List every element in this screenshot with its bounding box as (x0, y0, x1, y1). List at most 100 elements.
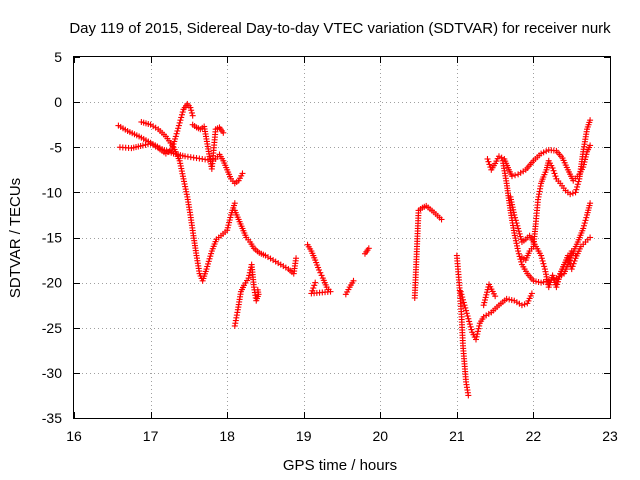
data-point (178, 114, 185, 121)
data-point (466, 318, 473, 325)
data-point (317, 269, 324, 276)
data-point (139, 142, 146, 149)
data-point (571, 257, 578, 264)
data-point (205, 258, 212, 265)
data-point (569, 263, 576, 270)
data-point (475, 325, 482, 332)
x-tick-label: 18 (219, 428, 235, 444)
data-point (473, 333, 480, 340)
data-point (498, 154, 505, 161)
data-point (515, 250, 522, 257)
data-point (316, 266, 323, 273)
data-point (220, 129, 227, 136)
data-point (515, 225, 522, 232)
data-point (530, 277, 537, 284)
data-point (480, 302, 487, 309)
data-point (208, 250, 215, 257)
data-point (486, 161, 493, 168)
y-tick-label: -25 (42, 320, 62, 336)
data-point (485, 158, 492, 165)
data-point (231, 200, 238, 207)
data-point (476, 322, 483, 329)
data-point (495, 153, 502, 160)
y-tick-label: -15 (42, 230, 62, 246)
data-point (350, 277, 357, 284)
x-tick-label: 23 (602, 428, 618, 444)
data-point (517, 233, 524, 240)
data-point (465, 315, 472, 322)
data-point (538, 252, 545, 259)
data-point (172, 133, 179, 140)
data-point (549, 165, 556, 172)
data-point (467, 323, 474, 330)
data-point (565, 255, 572, 262)
data-point (187, 104, 194, 111)
x-tick-label: 19 (296, 428, 312, 444)
y-tick-labels: 5 0 -5 -10 -15 -20 -25 -30 -35 (42, 49, 62, 426)
data-point (459, 294, 466, 301)
data-point (551, 170, 558, 177)
x-tick-label: 17 (143, 428, 159, 444)
data-point (518, 258, 525, 265)
data-point (540, 149, 547, 156)
data-point (574, 183, 581, 190)
data-point (204, 263, 211, 270)
data-point (465, 392, 472, 399)
data-point (528, 290, 535, 297)
data-point (506, 296, 513, 303)
data-point (481, 296, 488, 303)
data-point (540, 260, 547, 267)
data-point (582, 217, 589, 224)
data-point (581, 220, 588, 227)
data-point (552, 173, 559, 180)
plot-frame (73, 56, 611, 419)
data-point (553, 281, 560, 288)
data-point (587, 200, 594, 207)
data-point (464, 313, 471, 320)
x-tick-label: 22 (526, 428, 542, 444)
data-point (459, 296, 466, 303)
data-point (176, 119, 183, 126)
data-point (460, 299, 467, 306)
data-point (481, 299, 488, 306)
data-point (173, 130, 180, 137)
data-point (574, 181, 581, 188)
data-point (179, 109, 186, 116)
data-point (516, 230, 523, 237)
data-point (569, 190, 576, 197)
data-point (580, 222, 587, 229)
data-points (115, 100, 594, 399)
y-tick-label: -35 (42, 410, 62, 426)
data-point (224, 224, 231, 231)
data-point (503, 295, 510, 302)
data-point (541, 263, 548, 270)
data-point (587, 234, 594, 241)
data-point (189, 112, 196, 119)
data-point (225, 222, 232, 229)
y-tick-label: 5 (54, 49, 62, 65)
data-point (462, 304, 469, 311)
data-point (309, 287, 316, 294)
x-tick-label: 20 (372, 428, 388, 444)
data-point (568, 266, 575, 273)
data-point (312, 279, 319, 286)
data-point (483, 291, 490, 298)
x-tick-label: 16 (66, 428, 82, 444)
data-point (310, 285, 317, 292)
data-point (492, 293, 499, 300)
data-point (575, 178, 582, 185)
data-point (587, 142, 594, 149)
data-point (468, 326, 475, 333)
data-point (188, 107, 195, 114)
y-tick-label: -30 (42, 365, 62, 381)
data-point (206, 255, 213, 262)
data-point (246, 272, 253, 279)
data-point (484, 155, 491, 162)
x-tick-labels: 16 17 18 19 20 21 22 23 (66, 428, 618, 444)
data-point (508, 297, 515, 304)
x-tick-label: 21 (449, 428, 465, 444)
data-point (318, 272, 325, 279)
data-point (514, 222, 521, 229)
data-point (308, 290, 315, 297)
